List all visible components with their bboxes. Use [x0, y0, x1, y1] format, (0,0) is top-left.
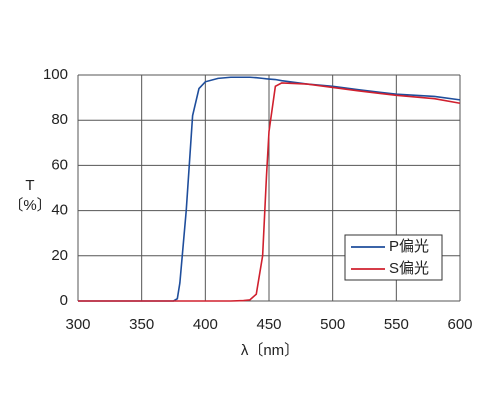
- x-tick-label: 500: [320, 316, 345, 333]
- legend-label: P偏光: [389, 238, 429, 255]
- x-tick-label: 550: [384, 316, 409, 333]
- x-axis-label: λ〔nm〕: [241, 342, 299, 359]
- x-tick-label: 300: [65, 316, 90, 333]
- series-line: [78, 82, 461, 302]
- x-tick-label: 450: [256, 316, 281, 333]
- y-axis-label: T: [25, 177, 34, 194]
- y-tick-label: 20: [51, 247, 68, 264]
- series-line: [78, 76, 461, 302]
- y-tick-label: 0: [60, 292, 68, 309]
- x-tick-label: 600: [447, 316, 472, 333]
- x-tick-label: 400: [193, 316, 218, 333]
- y-axis-unit: 〔%〕: [8, 197, 51, 214]
- legend-box: [344, 234, 443, 281]
- y-tick-label: 60: [51, 156, 68, 173]
- legend-label: S偏光: [389, 260, 429, 277]
- y-tick-label: 80: [51, 111, 68, 128]
- x-tick-label: 350: [129, 316, 154, 333]
- y-tick-label: 100: [43, 66, 68, 83]
- y-tick-label: 40: [51, 202, 68, 219]
